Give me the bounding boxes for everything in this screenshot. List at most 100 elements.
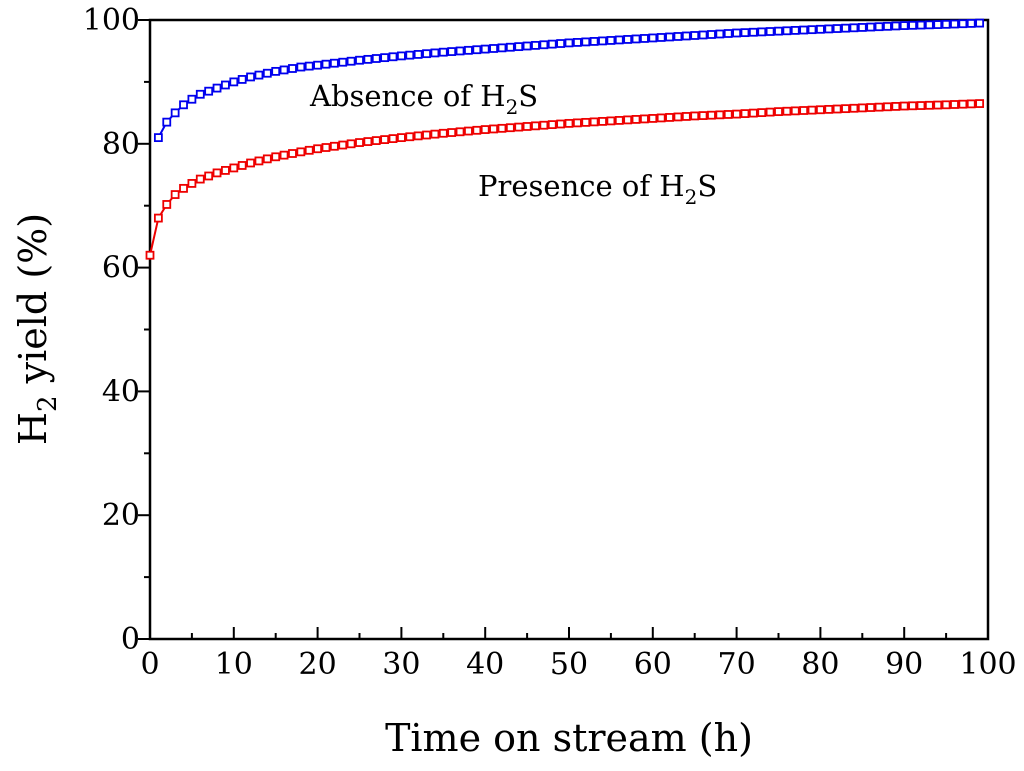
data-point-marker (950, 19, 959, 29)
data-point-marker (899, 101, 909, 111)
data-point-marker (237, 75, 247, 84)
data-point-marker (505, 123, 515, 133)
data-point-marker (455, 46, 465, 56)
data-point-marker (707, 30, 716, 39)
data-point-marker (824, 24, 834, 34)
data-point-marker (279, 150, 289, 160)
data-point-marker (464, 126, 473, 136)
data-point-marker (371, 136, 381, 145)
data-point-marker (757, 108, 767, 118)
data-point-marker (313, 144, 323, 154)
data-point-marker (380, 53, 390, 63)
data-point-marker (648, 114, 658, 123)
data-point-marker (187, 94, 197, 104)
data-point-marker (572, 118, 582, 128)
data-point-marker (656, 33, 666, 42)
data-point-marker (346, 56, 356, 66)
data-point-marker (195, 174, 205, 184)
data-point-marker (681, 31, 691, 41)
y-tick-label: 40 (102, 374, 140, 409)
data-point-marker (933, 100, 943, 110)
data-point-marker (547, 120, 557, 130)
data-point-marker (690, 111, 700, 121)
data-point-marker (648, 33, 658, 43)
data-point-marker (841, 23, 850, 33)
data-point-marker (665, 32, 674, 42)
x-tick-label: 80 (801, 647, 839, 682)
data-point-marker (950, 100, 959, 109)
data-point-marker (866, 22, 876, 32)
data-point-marker (966, 19, 976, 28)
data-point-marker (857, 103, 867, 113)
data-point-marker (237, 161, 247, 170)
data-point-marker (698, 30, 708, 40)
series-layer (145, 18, 985, 260)
data-point-marker (790, 25, 800, 35)
y-tick-label: 20 (102, 498, 140, 533)
data-point-marker (162, 200, 172, 209)
data-point-marker (254, 156, 264, 166)
data-point-marker (221, 166, 230, 175)
data-point-marker (857, 23, 867, 32)
data-point-marker (380, 135, 390, 144)
data-point-marker (757, 27, 767, 37)
data-point-marker (430, 48, 440, 58)
data-point-marker (422, 130, 431, 140)
data-point-marker (204, 86, 214, 96)
data-point-marker (916, 20, 926, 30)
x-tick-label: 0 (140, 647, 159, 682)
data-point-marker (321, 143, 331, 152)
data-point-marker (254, 70, 264, 80)
data-point-marker (841, 104, 850, 114)
data-point-marker (891, 102, 901, 111)
data-point-marker (673, 112, 683, 122)
data-point-marker (304, 61, 314, 71)
data-point-marker (748, 108, 758, 118)
data-point-marker (296, 62, 306, 72)
data-point-marker (715, 29, 725, 39)
data-point-marker (179, 183, 188, 193)
data-point-marker (204, 171, 214, 181)
data-point-marker (924, 100, 934, 110)
data-point-marker (472, 125, 482, 135)
data-point-marker (262, 68, 272, 78)
data-point-marker (480, 44, 490, 54)
data-point-marker (153, 133, 163, 143)
data-point-marker (966, 99, 976, 109)
data-point-marker (916, 101, 926, 110)
data-point-marker (388, 134, 398, 144)
data-point-marker (908, 101, 917, 111)
data-point-marker (623, 35, 633, 44)
series-1 (145, 99, 985, 260)
data-point-marker (539, 40, 549, 50)
data-point-marker (866, 103, 876, 112)
data-point-marker (145, 250, 155, 260)
x-tick-label: 50 (550, 647, 588, 682)
data-point-marker (673, 32, 683, 41)
data-point-marker (187, 179, 197, 188)
x-tick-label: 40 (466, 647, 504, 682)
data-point-marker (363, 54, 373, 64)
data-point-marker (531, 40, 540, 50)
y-tick-label: 100 (83, 3, 140, 38)
data-point-marker (883, 21, 892, 31)
data-point-marker (606, 116, 616, 126)
data-point-marker (262, 154, 272, 164)
data-point-marker (832, 104, 842, 114)
data-point-marker (422, 49, 431, 59)
data-point-marker (924, 20, 934, 30)
data-point-marker (514, 122, 524, 132)
data-point-marker (363, 137, 373, 146)
annotation-presence: Presence of H2S (478, 169, 717, 209)
data-point-marker (723, 110, 733, 119)
data-point-marker (933, 20, 943, 29)
data-point-marker (338, 57, 348, 67)
y-axis-ticks: 0 20 40 60 80 100 (83, 3, 150, 657)
data-point-marker (355, 55, 364, 65)
data-point-marker (899, 21, 909, 30)
data-point-marker (614, 35, 624, 45)
data-point-marker (497, 43, 507, 53)
data-point-marker (556, 119, 566, 129)
data-point-marker (640, 34, 649, 43)
data-point-marker (556, 39, 566, 48)
